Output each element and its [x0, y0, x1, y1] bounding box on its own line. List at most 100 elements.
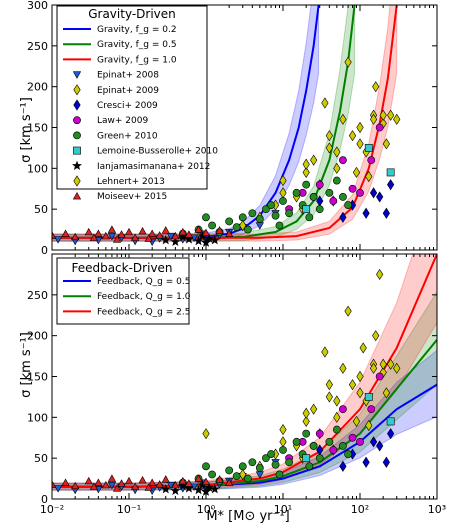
data-point-diamond — [344, 56, 352, 68]
y-tick-label: 250 — [27, 289, 48, 302]
data-point-circle — [267, 201, 275, 209]
data-point-circle — [262, 205, 270, 214]
data-point-triangle-up — [112, 235, 122, 243]
data-point-star — [204, 233, 215, 243]
data-point-diamond — [369, 436, 378, 448]
data-point-circle — [275, 470, 284, 479]
x-tick-label: 10⁻¹ — [117, 503, 141, 516]
legend-entry-label: Moiseev+ 2015 — [97, 192, 167, 202]
data-point-triangle-up — [101, 231, 110, 240]
data-point-star — [170, 485, 181, 496]
data-point-circle — [238, 213, 247, 222]
data-point-circle — [302, 429, 311, 438]
data-point-diamond — [365, 170, 373, 183]
bottom-panel: 0 50 100 150 200 250 10⁻² 10⁻¹ 10⁰ 10¹ 10² 10³ — [27, 253, 446, 516]
data-point-diamond — [339, 113, 347, 125]
legend-marker-circle — [73, 116, 81, 125]
data-point-triangle-up — [148, 478, 157, 486]
data-point-triangle-up — [171, 480, 180, 489]
data-point-star — [177, 480, 188, 491]
data-point-triangle-up — [101, 480, 110, 489]
data-point-triangle-up — [161, 226, 170, 234]
y-tick-label: 100 — [27, 411, 48, 424]
data-point-diamond — [321, 346, 329, 358]
data-point-circle — [315, 454, 324, 463]
data-point-star — [183, 483, 194, 493]
legend-entry-label: Cresci+ 2009 — [97, 101, 158, 111]
bottom-ylabel: σ [km s⁻¹] — [19, 332, 34, 398]
data-point-star — [160, 235, 171, 245]
data-point-diamond — [239, 468, 247, 481]
data-point-triangle-up — [117, 479, 126, 487]
data-point-circle — [275, 221, 284, 230]
bottom-legend: Feedback, Q_g = 0.5 Feedback, Q_g = 1.0 Fe… — [56, 257, 191, 325]
data-point-triangle-up — [215, 475, 224, 483]
data-point-circle — [248, 209, 257, 218]
data-point-circle — [375, 123, 384, 132]
data-point-diamond — [356, 387, 364, 399]
legend-marker-diamond — [73, 175, 81, 187]
data-point-triangle-up — [178, 476, 187, 485]
data-point-circle — [255, 464, 264, 472]
data-point-diamond — [310, 154, 318, 166]
data-point-triangle-down — [166, 232, 176, 241]
data-point-triangle-up — [138, 475, 147, 484]
data-point-diamond — [379, 358, 387, 370]
legend-marker-diamond — [73, 99, 81, 111]
data-point-diamond — [387, 109, 395, 121]
data-point-triangle-up — [138, 226, 147, 235]
data-point-triangle-up — [148, 229, 157, 237]
band-gravity-f-g-1-0 — [52, 5, 398, 242]
data-point-diamond — [376, 268, 384, 281]
data-point-circle — [356, 188, 364, 197]
data-point-star — [204, 482, 215, 492]
legend-entry-label: Ianjamasimanana+ 2012 — [97, 162, 210, 172]
data-point-triangle-up — [225, 478, 234, 486]
legend-entry-label: Green+ 2010 — [97, 131, 158, 141]
data-point-square — [364, 393, 373, 401]
y-tick-label: 100 — [27, 162, 48, 175]
y-tick-label: 0 — [41, 244, 48, 257]
band-gravity-f-g-0-5 — [52, 5, 356, 242]
data-point-triangle-up — [84, 476, 93, 485]
x-tick-label: 10¹ — [274, 503, 292, 516]
data-point-circle — [325, 437, 334, 446]
data-point-triangle-up — [144, 234, 153, 242]
data-point-square — [302, 454, 311, 463]
data-point-diamond — [333, 162, 341, 174]
data-point-circle — [285, 209, 293, 218]
data-point-triangle-down — [166, 481, 176, 490]
data-point-circle — [375, 372, 384, 381]
data-point-diamond — [356, 121, 364, 134]
data-point-circle — [225, 217, 234, 226]
data-point-star — [183, 234, 194, 244]
data-point-diamond — [365, 419, 373, 432]
data-point-triangle-up — [184, 230, 194, 238]
data-point-diamond — [362, 207, 370, 219]
data-point-diamond — [372, 330, 380, 342]
data-point-circle — [356, 437, 364, 446]
data-point-circle — [309, 442, 318, 450]
data-point-triangle-up — [71, 232, 80, 241]
data-point-circle — [285, 458, 293, 467]
data-point-diamond — [302, 415, 310, 428]
data-point-circle — [332, 176, 341, 185]
data-point-triangle-up — [171, 231, 180, 240]
y-tick-label: 150 — [27, 122, 48, 135]
data-point-diamond — [379, 109, 387, 121]
data-point-diamond — [376, 191, 384, 203]
data-point-triangle-up — [89, 482, 99, 490]
data-point-diamond — [369, 187, 378, 199]
legend-entry-label: Gravity, f_g = 1.0 — [97, 55, 177, 65]
data-point-triangle-up — [107, 474, 117, 482]
data-point-triangle-up — [94, 229, 103, 237]
data-point-circle — [271, 460, 280, 469]
legend-box — [56, 5, 208, 190]
y-tick-label: 250 — [27, 40, 48, 53]
data-point-circle — [339, 442, 347, 450]
data-point-diamond — [393, 362, 401, 374]
x-tick-label: 10³ — [428, 503, 446, 516]
data-point-star — [170, 236, 181, 247]
data-point-circle — [315, 429, 324, 438]
data-point-triangle-up — [124, 227, 134, 236]
